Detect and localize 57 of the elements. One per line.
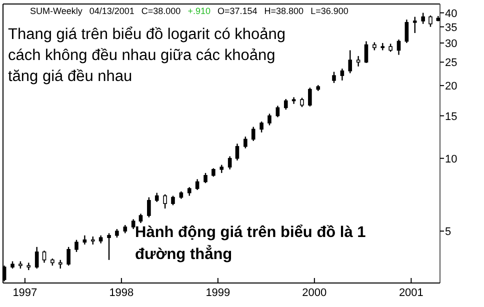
candlestick xyxy=(195,178,200,191)
candlestick xyxy=(74,239,78,253)
candlestick xyxy=(260,120,264,134)
y-tick-label: 35 xyxy=(445,22,458,34)
candlestick xyxy=(300,97,304,108)
candlestick xyxy=(204,172,208,184)
candlestick xyxy=(404,18,409,44)
candlestick xyxy=(228,156,232,170)
candlestick xyxy=(107,232,111,261)
annotation: C=38.000 xyxy=(141,6,181,16)
annotation: O=37.154 xyxy=(217,6,258,16)
x-tick-label: 2001 xyxy=(398,287,424,299)
candlestick xyxy=(251,126,256,142)
candlestick xyxy=(82,234,87,246)
annotation: L=36.900 xyxy=(310,6,348,16)
candlestick xyxy=(171,195,175,206)
candlestick xyxy=(332,71,336,84)
y-tick-label: 20 xyxy=(445,80,458,93)
candlestick xyxy=(348,50,352,74)
candlestick xyxy=(340,68,344,82)
annotation: Thang giá trên biểu đồ logarit có khoảng cách không đều nhau giữa các khoảng tăng giá đều nhau xyxy=(8,25,286,87)
candlestick xyxy=(268,113,272,126)
candlestick xyxy=(235,143,240,162)
annotation: Hành động giá trên biểu đồ là 1 đường thẳng xyxy=(135,223,367,265)
candlestick xyxy=(138,213,143,224)
candlestick xyxy=(364,40,368,64)
y-tick-label: 10 xyxy=(445,153,458,166)
x-tick-label: 1999 xyxy=(206,287,230,299)
y-tick-label: 25 xyxy=(445,57,458,70)
candlestick xyxy=(356,55,360,68)
candlestick xyxy=(276,105,280,118)
candlestick xyxy=(131,218,136,230)
x-tick-label: 2000 xyxy=(302,287,327,299)
candlestick xyxy=(66,246,70,266)
candlestick xyxy=(412,16,417,34)
candlestick xyxy=(154,192,159,203)
y-tick-label: 40 xyxy=(445,8,458,20)
candlestick xyxy=(292,96,296,104)
candlestick xyxy=(421,12,425,24)
y-tick-label: 30 xyxy=(445,38,458,50)
candlestick xyxy=(163,194,167,210)
candlestick xyxy=(147,196,151,218)
x-tick-label: 1997 xyxy=(12,287,38,299)
candlestick xyxy=(42,250,46,264)
annotation: 04/13/2001 xyxy=(89,6,134,16)
candlestick xyxy=(244,136,248,149)
y-tick-label: 15 xyxy=(445,110,458,123)
y-tick-label: 5 xyxy=(445,226,452,238)
candlestick xyxy=(396,38,401,56)
annotation: SUM-Weekly xyxy=(30,6,83,16)
annotation: +.910 xyxy=(188,6,210,16)
x-tick-label: 1998 xyxy=(109,287,134,299)
annotation: H=38.800 xyxy=(264,6,304,16)
candlestick xyxy=(34,246,39,270)
candlestick xyxy=(428,14,432,28)
candlestick xyxy=(284,98,288,110)
candlestick xyxy=(308,87,312,108)
